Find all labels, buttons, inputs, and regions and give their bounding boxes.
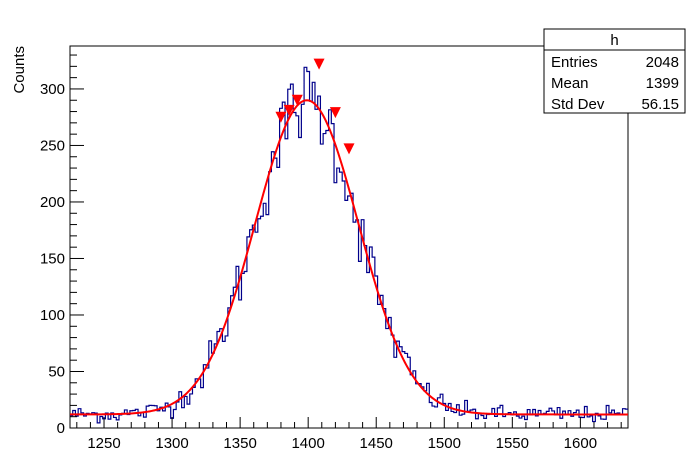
x-axis: 1250 1300 1350 1400 1450 1500 1550 1600 — [76, 417, 622, 452]
stats-box-frame — [543, 28, 686, 114]
stats-value-entries: 2048 — [646, 54, 679, 71]
x-tick-label: 1400 — [291, 435, 324, 452]
stats-label-mean: Mean — [551, 75, 589, 92]
y-axis-title: Counts — [11, 46, 28, 94]
y-tick-label: 300 — [40, 81, 65, 98]
histogram — [70, 66, 628, 424]
fit-curve — [70, 99, 628, 416]
peak-marker-3 — [313, 58, 325, 70]
x-tick-label: 1250 — [87, 435, 120, 452]
y-tick-label: 0 — [57, 420, 65, 437]
x-tick-label: 1350 — [223, 435, 256, 452]
y-tick-label: 100 — [40, 307, 65, 324]
y-tick-label: 150 — [40, 250, 65, 267]
fit-curve-group — [70, 99, 628, 416]
x-tick-label: 1550 — [496, 435, 529, 452]
peak-marker-0 — [275, 111, 287, 123]
y-tick-label: 250 — [40, 137, 65, 154]
stats-value-mean: 1399 — [646, 75, 679, 92]
peak-marker-4 — [329, 107, 341, 119]
peak-marker-1 — [283, 104, 295, 116]
stats-value-std-dev: 56.15 — [641, 96, 679, 113]
stats-box-title: h — [610, 32, 618, 49]
peak-marker-2 — [291, 94, 303, 106]
stats-label-std-dev: Std Dev — [551, 96, 605, 113]
x-tick-label: 1300 — [155, 435, 188, 452]
peak-markers — [275, 58, 355, 155]
y-axis: 0 50 100 150 200 250 300 — [40, 54, 84, 437]
stats-box: h Entries 2048 Mean 1399 Std Dev 56.15 — [543, 28, 686, 114]
x-tick-label: 1600 — [564, 435, 597, 452]
peak-marker-5 — [343, 143, 355, 155]
x-tick-label: 1500 — [428, 435, 461, 452]
histogram-line — [70, 66, 628, 424]
plot-frame — [69, 45, 629, 429]
x-tick-label: 1450 — [360, 435, 393, 452]
y-tick-label: 200 — [40, 194, 65, 211]
y-tick-label: 50 — [48, 363, 65, 380]
stats-label-entries: Entries — [551, 54, 598, 71]
